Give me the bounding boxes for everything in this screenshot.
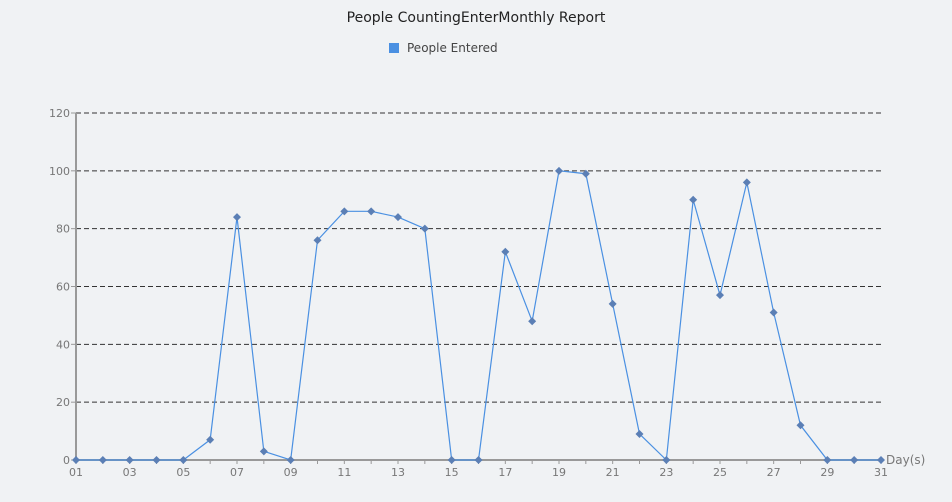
- data-point[interactable]: [420, 224, 429, 233]
- x-tick-label: 19: [552, 466, 566, 479]
- x-tick-label: 31: [874, 466, 888, 479]
- data-point[interactable]: [340, 207, 349, 216]
- x-tick-label: 29: [820, 466, 834, 479]
- data-point[interactable]: [367, 207, 376, 216]
- data-point[interactable]: [635, 429, 644, 438]
- data-point[interactable]: [259, 447, 268, 456]
- y-tick-label: 60: [56, 281, 70, 294]
- data-point[interactable]: [286, 456, 295, 464]
- data-point[interactable]: [716, 291, 724, 300]
- data-point[interactable]: [796, 421, 805, 430]
- y-axis-ticks: 0 20 40 60 80 100 120: [49, 107, 76, 467]
- data-point[interactable]: [689, 195, 698, 204]
- x-tick-label: 05: [176, 466, 190, 479]
- x-tick-label: 01: [69, 466, 83, 479]
- data-point[interactable]: [769, 308, 778, 317]
- series-people-entered: [72, 166, 885, 464]
- x-tick-label: 17: [498, 466, 512, 479]
- y-tick-label: 120: [49, 107, 70, 120]
- x-tick-label: 23: [659, 466, 673, 479]
- x-tick-label: 07: [230, 466, 244, 479]
- data-point[interactable]: [233, 213, 241, 222]
- legend-swatch: [389, 43, 399, 53]
- x-tick-label: 09: [284, 466, 298, 479]
- x-tick-label: 11: [337, 466, 351, 479]
- data-point[interactable]: [528, 317, 537, 326]
- data-point[interactable]: [474, 456, 483, 464]
- data-point[interactable]: [850, 456, 859, 464]
- data-point[interactable]: [72, 456, 80, 464]
- legend-label: People Entered: [407, 41, 498, 55]
- y-tick-label: 100: [49, 165, 70, 178]
- data-point[interactable]: [206, 435, 215, 444]
- x-tick-label: 21: [606, 466, 620, 479]
- x-tick-label: 27: [767, 466, 781, 479]
- legend[interactable]: People Entered: [389, 41, 498, 55]
- data-point[interactable]: [823, 456, 832, 464]
- x-axis-label: Day(s): [886, 453, 925, 467]
- grid-lines: [76, 112, 881, 403]
- y-tick-label: 40: [56, 338, 70, 351]
- y-tick-label: 20: [56, 396, 70, 409]
- data-point[interactable]: [742, 178, 751, 187]
- data-point[interactable]: [394, 213, 402, 222]
- data-point[interactable]: [877, 456, 885, 464]
- data-point[interactable]: [98, 456, 107, 464]
- data-point[interactable]: [662, 456, 671, 464]
- data-point[interactable]: [152, 456, 161, 464]
- chart-title: People CountingEnterMonthly Report: [346, 10, 606, 26]
- x-axis-ticks: 01 03 05 07 09 11 13 15 17 19 21 23 25 27 29 31: [69, 460, 888, 479]
- series-line: [76, 170, 881, 462]
- data-point[interactable]: [447, 456, 456, 464]
- data-point[interactable]: [125, 456, 134, 464]
- x-tick-label: 13: [391, 466, 405, 479]
- x-tick-label: 25: [713, 466, 727, 479]
- x-tick-label: 03: [123, 466, 137, 479]
- y-tick-label: 80: [56, 223, 70, 236]
- data-point[interactable]: [608, 299, 617, 308]
- data-point[interactable]: [555, 166, 563, 175]
- data-point[interactable]: [313, 236, 322, 245]
- y-tick-label: 0: [63, 454, 70, 467]
- x-tick-label: 15: [445, 466, 459, 479]
- data-point[interactable]: [501, 247, 510, 256]
- data-point[interactable]: [179, 456, 188, 464]
- data-point[interactable]: [581, 169, 590, 178]
